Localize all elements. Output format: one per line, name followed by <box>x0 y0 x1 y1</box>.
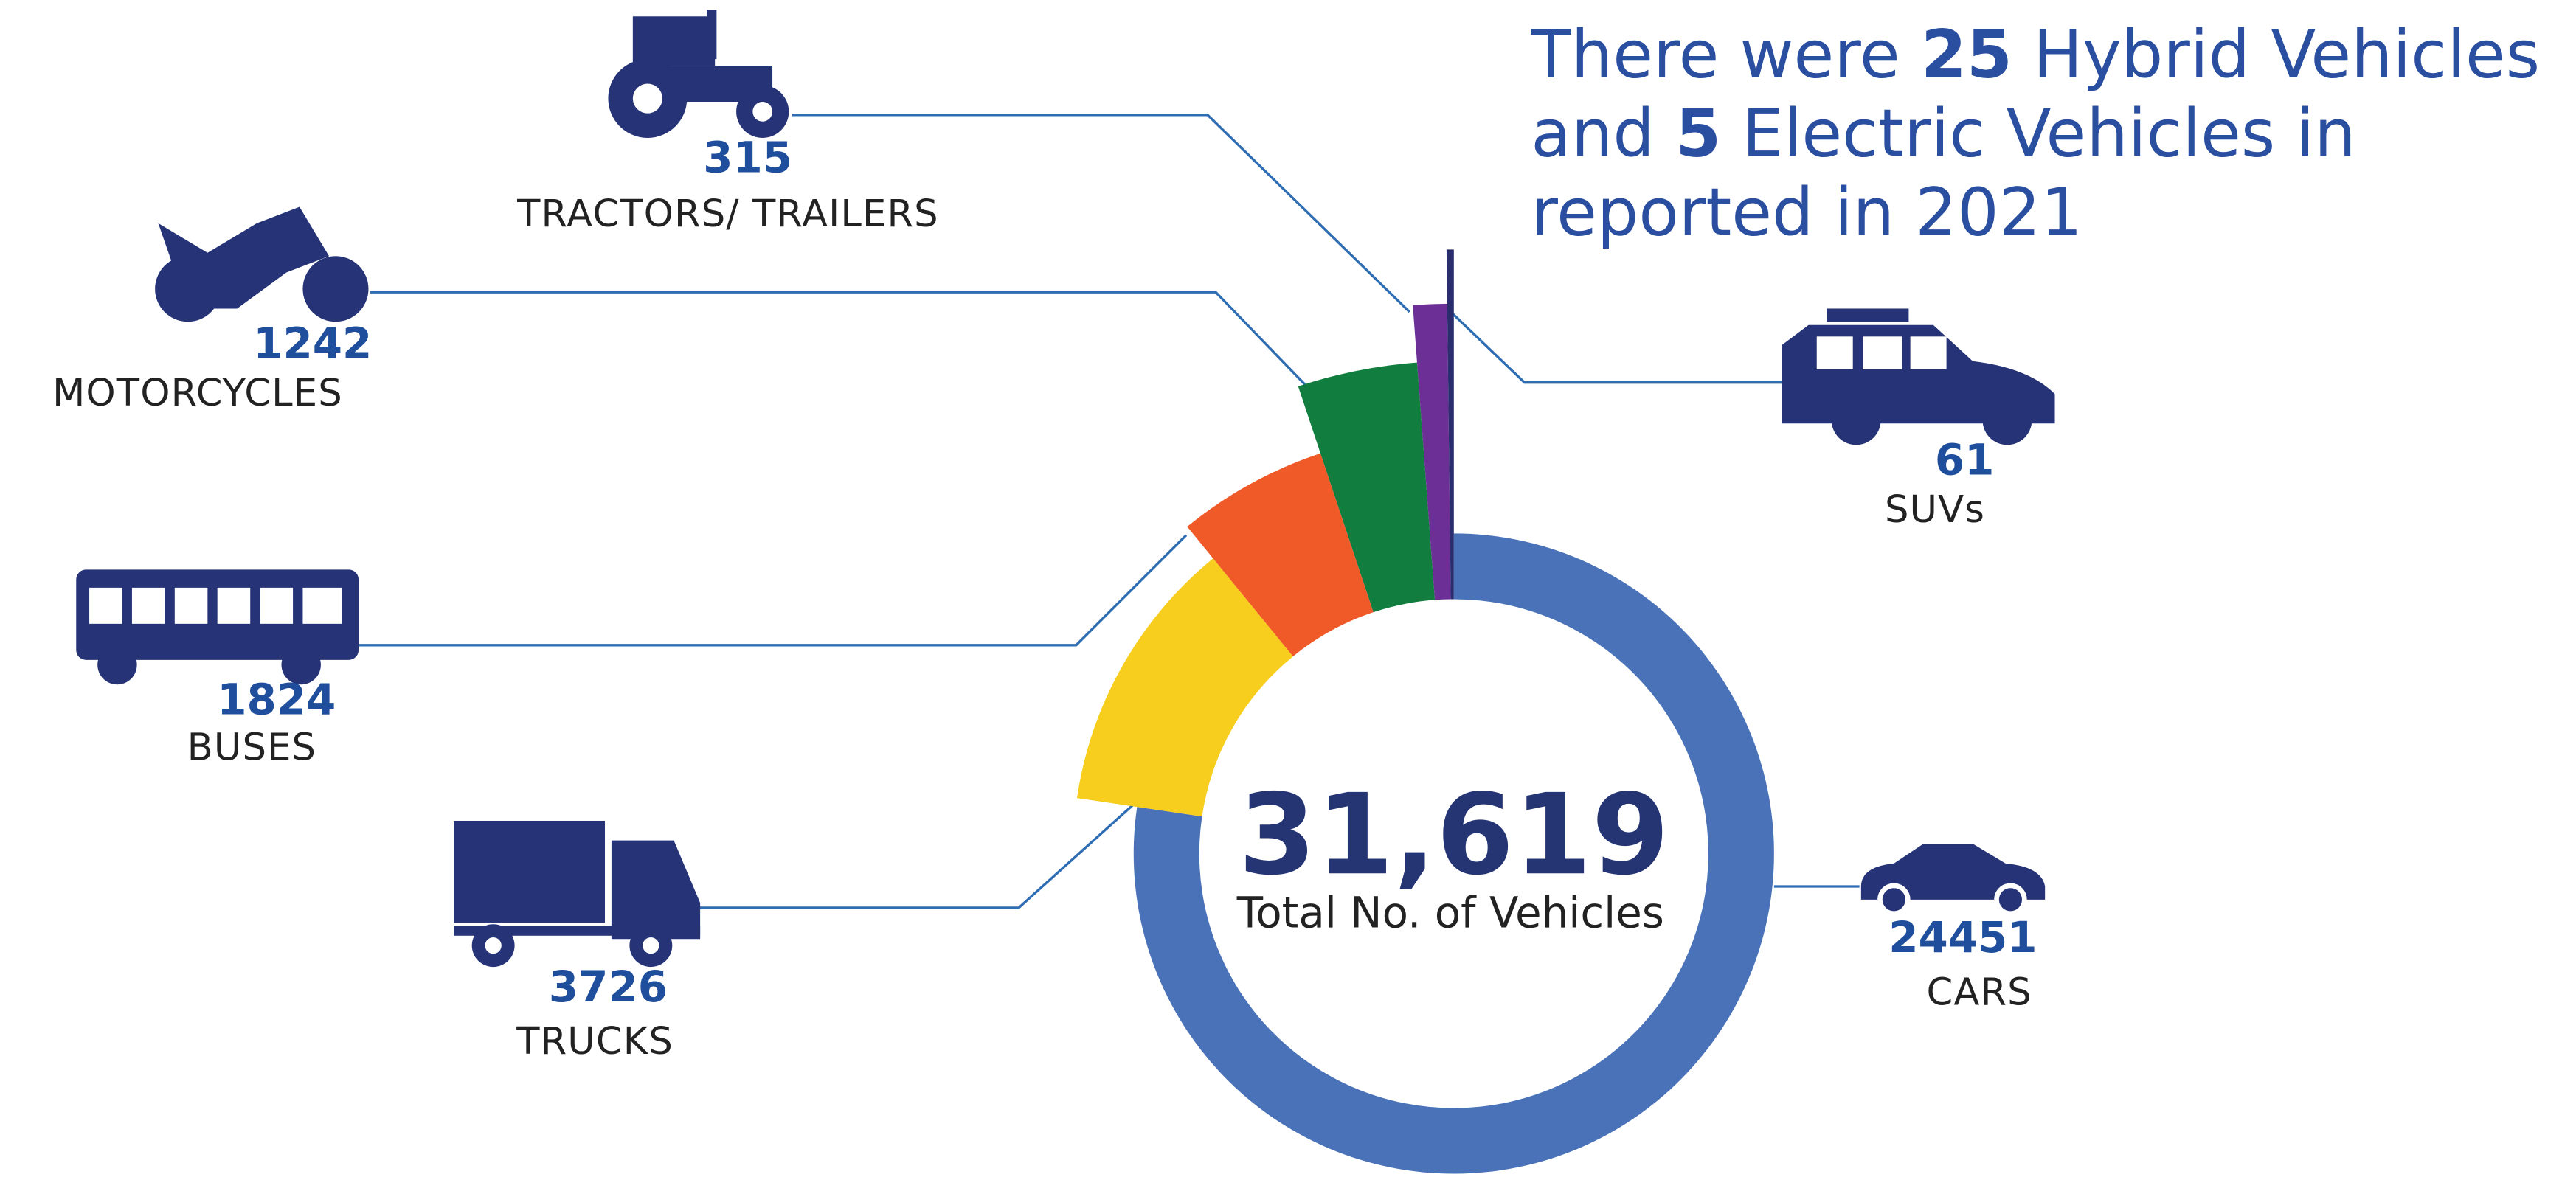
leader-line <box>792 114 1410 313</box>
annotation-line: There were 25 Hybrid Vehicles <box>1530 16 2540 93</box>
wedge <box>1413 303 1451 600</box>
wedge <box>1446 249 1454 600</box>
text: Hybrid Vehicles <box>2012 16 2540 93</box>
wedge <box>1298 362 1436 613</box>
annotation-line: and 5 Electric Vehicles in <box>1531 94 2355 171</box>
leader-lines <box>359 114 1860 909</box>
text: 5 <box>1675 94 1721 171</box>
annotation-line: reported in 2021 <box>1531 173 2082 250</box>
leader-line <box>359 534 1188 647</box>
category-label: MOTORCYCLES <box>52 371 343 415</box>
truck-icon <box>454 820 701 968</box>
bus-icon <box>76 569 359 685</box>
value-label: 315 <box>703 133 792 183</box>
text: 25 <box>1921 16 2012 93</box>
donut <box>1076 249 1774 1174</box>
category-label: CARS <box>1926 970 2032 1014</box>
suv-icon <box>1782 308 2055 445</box>
wedge <box>1076 558 1293 817</box>
text: Electric Vehicles in <box>1721 94 2356 171</box>
leader-line <box>370 291 1311 390</box>
category-label: TRACTORS/ TRAILERS <box>516 192 939 236</box>
tractor-icon <box>608 10 789 138</box>
value-label: 1242 <box>253 318 372 368</box>
car-icon <box>1860 844 2046 917</box>
value-label: 1824 <box>217 674 336 724</box>
total-caption: Total No. of Vehicles <box>1236 888 1664 938</box>
icons <box>76 10 2055 968</box>
text: and <box>1531 94 1675 171</box>
category-label: TRUCKS <box>516 1019 674 1063</box>
value-label: 24451 <box>1888 912 2037 962</box>
category-label: SUVs <box>1885 487 1985 532</box>
motorcycle-icon <box>155 206 369 322</box>
leader-line <box>1444 306 1783 384</box>
wedge <box>1187 453 1374 657</box>
value-label: 61 <box>1935 434 1995 485</box>
value-label: 3726 <box>549 962 668 1012</box>
leader-line <box>698 803 1135 909</box>
text: There were <box>1530 16 1921 93</box>
annotation: There were 25 Hybrid Vehicles and 5 Elec… <box>1530 16 2540 251</box>
total-value: 31,619 <box>1239 770 1669 900</box>
category-label: BUSES <box>187 726 316 770</box>
